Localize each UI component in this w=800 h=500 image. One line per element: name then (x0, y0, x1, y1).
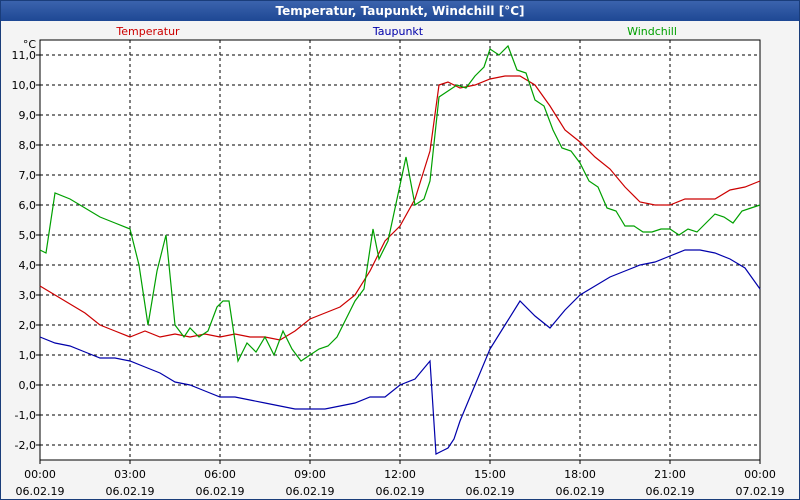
series-line-temperatur (39, 75, 761, 341)
y-tick-label: 0,0 (19, 379, 37, 392)
window-title: Temperatur, Taupunkt, Windchill [°C] (1, 1, 799, 21)
series-line-windchill (39, 44, 761, 363)
y-tick-label: 2,0 (19, 319, 37, 332)
y-tick-label: 8,0 (19, 139, 37, 152)
x-tick-date-label: 06.02.19 (646, 485, 695, 498)
x-tick-date-label: 06.02.19 (106, 485, 155, 498)
x-tick-time-label: 21:00 (654, 468, 686, 481)
x-tick-time-label: 00:00 (24, 468, 56, 481)
y-tick-label: 6,0 (19, 199, 37, 212)
y-tick-label: 4,0 (19, 259, 37, 272)
x-tick-date-label: 06.02.19 (286, 485, 335, 498)
y-tick-label: 3,0 (19, 289, 37, 302)
x-tick-time-label: 12:00 (384, 468, 416, 481)
legend-temperatur: Temperatur (115, 25, 180, 38)
y-tick-label: 1,0 (19, 349, 37, 362)
y-tick-label: -2,0 (15, 439, 36, 452)
x-tick-date-label: 06.02.19 (466, 485, 515, 498)
y-tick-label: 11,0 (12, 49, 37, 62)
y-tick-label: 5,0 (19, 229, 37, 242)
x-tick-time-label: 15:00 (474, 468, 506, 481)
legend-windchill: Windchill (627, 25, 677, 38)
series-line-taupunkt (39, 249, 761, 455)
y-tick-label: 10,0 (12, 79, 37, 92)
x-tick-date-label: 06.02.19 (196, 485, 245, 498)
x-tick-time-label: 06:00 (204, 468, 236, 481)
x-tick-date-label: 06.02.19 (16, 485, 65, 498)
y-tick-label: 9,0 (19, 109, 37, 122)
x-tick-time-label: 00:00 (744, 468, 776, 481)
y-tick-label: 7,0 (19, 169, 37, 182)
y-unit-label: °C (23, 38, 37, 51)
x-tick-date-label: 06.02.19 (376, 485, 425, 498)
y-tick-label: -1,0 (15, 409, 36, 422)
x-tick-time-label: 18:00 (564, 468, 596, 481)
x-tick-time-label: 09:00 (294, 468, 326, 481)
legend-taupunkt: Taupunkt (372, 25, 424, 38)
x-tick-time-label: 03:00 (114, 468, 146, 481)
x-tick-date-label: 06.02.19 (556, 485, 605, 498)
x-tick-date-label: 07.02.19 (736, 485, 785, 498)
